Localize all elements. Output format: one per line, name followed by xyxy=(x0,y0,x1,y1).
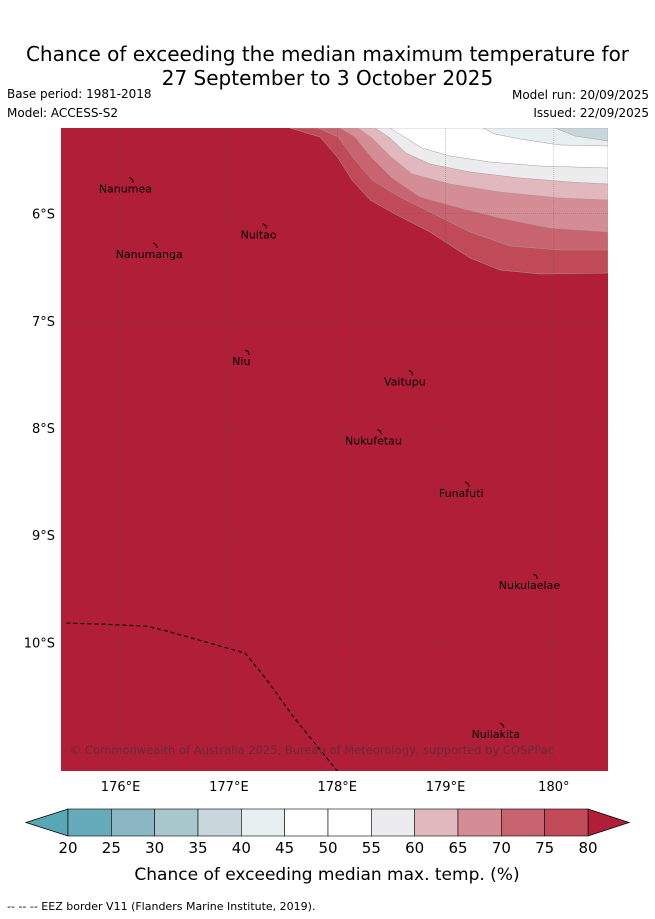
colorbar-tick-label: 75 xyxy=(535,839,554,857)
chart-title-line2: 27 September to 3 October 2025 xyxy=(161,66,494,90)
island-label: Nuilakita xyxy=(472,728,521,741)
colorbar-tick-label: 70 xyxy=(492,839,511,857)
colorbar-tick-label: 40 xyxy=(232,839,251,857)
model-name: Model: ACCESS-S2 xyxy=(7,106,119,120)
island-funafuti-shape xyxy=(464,481,470,487)
map-plot-area: Nanumea Nuitao Nanumanga Niu Vaitupu Nukufeta… xyxy=(61,128,608,771)
colorbar-tick-label: 65 xyxy=(448,839,467,857)
colorbar-tick-label: 80 xyxy=(578,839,597,857)
island-label: Vaitupu xyxy=(384,375,426,388)
eez-border-line xyxy=(66,622,338,771)
lat-tick-label: 6°S xyxy=(32,208,55,223)
colorbar-swatch xyxy=(501,808,545,837)
colorbar-over-arrow xyxy=(587,808,631,837)
base-period: Base period: 1981-2018 xyxy=(7,87,152,101)
island-label: Niu xyxy=(232,355,250,368)
eez-legend: -- -- -- EEZ border V11 (Flanders Marine… xyxy=(7,900,316,913)
colorbar-swatch xyxy=(414,808,459,837)
attribution-text: © Commonwealth of Australia 2025, Bureau… xyxy=(70,743,554,757)
island-label: Nuitao xyxy=(241,229,277,242)
lon-tick-label: 176°E xyxy=(101,780,141,795)
island-vaitupu-shape xyxy=(408,369,414,376)
colorbar-tick-label: 45 xyxy=(275,839,294,857)
island-label: Nukulaelae xyxy=(499,579,561,592)
island-nanumanga-shape xyxy=(152,242,158,248)
island-label: Nanumanga xyxy=(116,248,183,261)
colorbar-swatch xyxy=(544,808,589,837)
colorbar-tick-label: 35 xyxy=(188,839,207,857)
island-label: Funafuti xyxy=(439,487,484,500)
colorbar-swatch xyxy=(197,808,242,837)
lon-tick-label: 179°E xyxy=(426,780,466,795)
colorbar-swatch xyxy=(284,808,329,837)
colorbar-swatch xyxy=(67,808,112,837)
colorbar-tick-label: 50 xyxy=(318,839,337,857)
lon-tick-label: 178°E xyxy=(317,780,357,795)
colorbar-tick-label: 60 xyxy=(405,839,424,857)
island-nukulaelae-shape xyxy=(533,573,538,580)
lat-tick-label: 9°S xyxy=(32,529,55,544)
lat-tick-label: 8°S xyxy=(32,422,55,437)
colorbar-tick-label: 55 xyxy=(362,839,381,857)
colorbar-tick-label: 20 xyxy=(58,839,77,857)
lat-tick-label: 7°S xyxy=(32,315,55,330)
colorbar-swatch xyxy=(457,808,502,837)
colorbar-tick-label: 30 xyxy=(145,839,164,857)
island-nuitao-shape xyxy=(262,223,268,229)
colorbar-under-arrow xyxy=(24,808,69,837)
chart-title-line1: Chance of exceeding the median maximum t… xyxy=(25,42,630,66)
island-nanumea-shape xyxy=(129,177,134,183)
island-label: Nukufetau xyxy=(345,434,402,447)
colorbar-swatch xyxy=(111,808,155,837)
colorbar-swatch xyxy=(327,808,372,837)
colorbar-label: Chance of exceeding median max. temp. (%… xyxy=(134,865,519,885)
lat-tick-label: 10°S xyxy=(24,636,55,651)
shading-35-40 xyxy=(554,128,608,142)
island-nuilakita-shape xyxy=(499,722,505,729)
issued-date: Issued: 22/09/2025 xyxy=(533,106,649,120)
colorbar-swatch xyxy=(371,808,415,837)
model-run: Model run: 20/09/2025 xyxy=(511,88,649,102)
colorbar-swatch xyxy=(154,808,199,837)
lon-tick-label: 177°E xyxy=(209,780,249,795)
colorbar-tick-label: 25 xyxy=(102,839,121,857)
lon-tick-label: 180° xyxy=(538,780,569,795)
island-niu-shape xyxy=(245,349,250,356)
island-nukufetau-shape xyxy=(377,428,382,435)
colorbar-swatch xyxy=(241,808,285,837)
island-label: Nanumea xyxy=(99,182,152,195)
